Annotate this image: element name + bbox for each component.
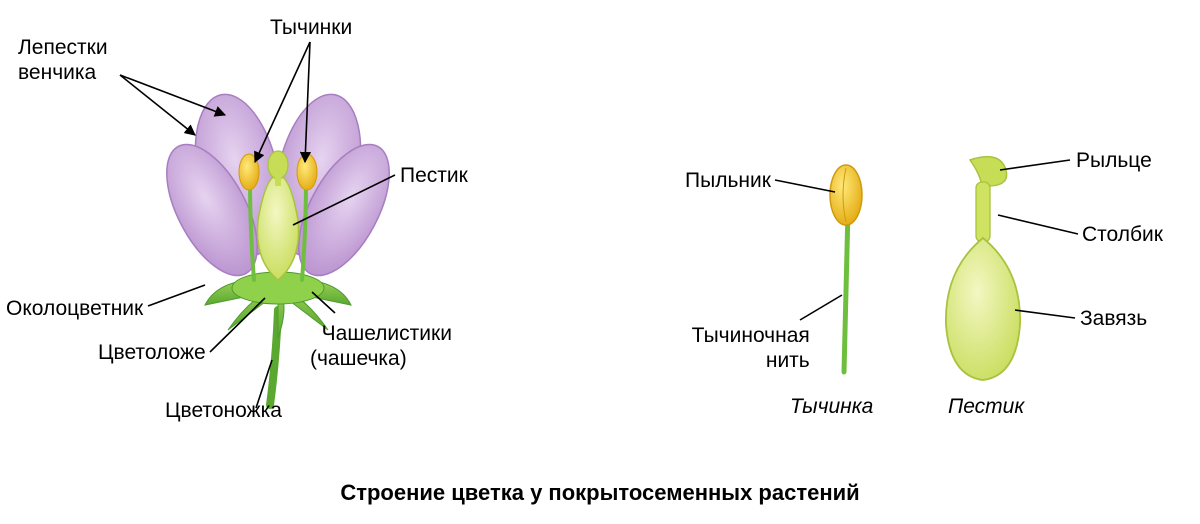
label-anther: Пыльник xyxy=(685,168,771,193)
diagram-title: Строение цветка у покрытосеменных растен… xyxy=(0,480,1200,506)
caption-pistil: Пестик xyxy=(948,395,1024,419)
label-petals: Лепестки венчика xyxy=(18,35,108,85)
label-ovary: Завязь xyxy=(1080,306,1147,331)
label-receptacle: Цветоложе xyxy=(98,340,206,365)
label-pedicel: Цветоножка xyxy=(165,398,282,423)
label-petals-line1: Лепестки венчика xyxy=(18,36,108,84)
leader-lines xyxy=(0,0,1200,524)
label-sepals: Чашелистики (чашечка) xyxy=(310,296,452,372)
caption-stamen: Тычинка xyxy=(790,395,873,419)
label-style: Столбик xyxy=(1082,222,1163,247)
label-pistil: Пестик xyxy=(400,163,468,188)
stamen-illustration xyxy=(810,150,880,380)
label-stamens: Тычинки xyxy=(270,15,352,40)
label-stigma: Рыльце xyxy=(1076,148,1152,173)
pistil-illustration xyxy=(930,130,1040,390)
label-perianth: Околоцветник xyxy=(6,296,143,321)
label-filament: Тычиночная нить xyxy=(680,298,810,374)
